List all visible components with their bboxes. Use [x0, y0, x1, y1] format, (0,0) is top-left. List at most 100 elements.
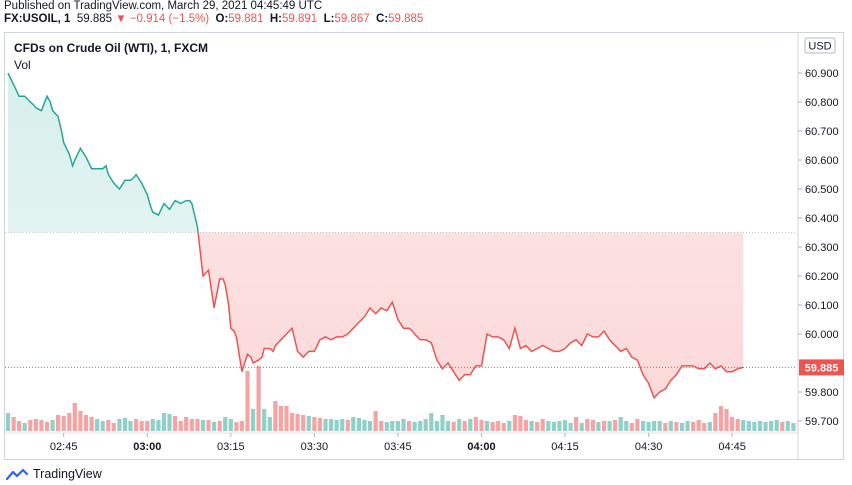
volume-bar — [785, 421, 790, 431]
volume-bar — [674, 422, 679, 431]
price-tick-label: 60.300 — [805, 242, 839, 254]
volume-bar — [652, 421, 657, 431]
volume-bar — [33, 419, 38, 431]
volume-bar — [841, 426, 845, 431]
volume-bar — [691, 422, 696, 431]
volume-bar — [484, 421, 490, 431]
volume-bar — [362, 420, 367, 431]
price-tick-label: 60.500 — [805, 184, 839, 196]
volume-bar — [769, 421, 774, 431]
volume-bar — [78, 411, 83, 431]
volume-bar — [340, 419, 345, 431]
volume-bar — [702, 423, 707, 431]
volume-bar — [128, 421, 133, 431]
volume-bar — [707, 422, 712, 431]
price-tick-label: 60.000 — [805, 329, 839, 341]
footer-brand[interactable]: TradingView — [6, 467, 102, 481]
volume-bar — [646, 422, 651, 431]
volume-bar — [206, 420, 211, 431]
volume-bar — [696, 420, 701, 431]
volume-bar — [590, 420, 595, 431]
volume-bar — [390, 421, 395, 431]
last-price-badge: 59.885 — [799, 359, 844, 376]
volume-bar — [763, 422, 768, 431]
tradingview-logo-icon — [6, 468, 28, 480]
volume-bar — [507, 421, 512, 431]
price-line-below-baseline — [197, 232, 744, 400]
volume-bar — [89, 417, 94, 431]
volume-bar — [217, 421, 222, 431]
volume-bar — [679, 423, 685, 431]
volume-bar — [95, 419, 100, 431]
price-tick-label: 60.600 — [805, 155, 839, 167]
volume-bar — [735, 419, 740, 431]
volume-bar — [613, 420, 618, 431]
volume-bar — [134, 419, 139, 431]
area-fill-above-baseline — [8, 73, 744, 233]
volume-bar — [468, 419, 473, 431]
volume-bar — [434, 421, 439, 431]
volume-bar — [256, 366, 261, 431]
volume-bar — [106, 420, 111, 431]
volume-bar — [44, 422, 50, 431]
volume-legend: Vol — [14, 58, 31, 72]
volume-bar — [111, 423, 116, 431]
volume-bar — [122, 418, 128, 431]
volume-bar — [17, 421, 22, 431]
volume-bar — [657, 421, 662, 431]
volume-bar — [379, 421, 384, 431]
volume-bar — [373, 411, 378, 431]
close-value: 59.885 — [388, 13, 424, 25]
volume-bar — [557, 421, 562, 431]
last-price-label: 59.885 — [805, 362, 839, 374]
time-tick-label: 02:45 — [50, 441, 78, 453]
volume-bar — [607, 421, 612, 431]
volume-bar — [22, 423, 27, 431]
time-axis[interactable]: 02:45 03:00 03:15 03:30 03:45 04:00 04:15 04:30… — [50, 433, 746, 453]
volume-bar — [251, 409, 256, 431]
volume-bar — [529, 421, 534, 431]
open-label: O: — [215, 13, 229, 25]
low-label: L: — [323, 13, 335, 25]
volume-bar — [618, 417, 623, 431]
chart-title: CFDs on Crude Oil (WTI), 1, FXCM — [14, 41, 208, 55]
volume-bar — [100, 421, 105, 431]
volume-bar — [290, 413, 295, 431]
volume-bar — [50, 420, 55, 431]
chart-frame[interactable] — [4, 32, 844, 460]
last-price: 59.885 — [76, 13, 113, 25]
volume-bar — [624, 421, 629, 431]
quote-line: FX:USOIL, 1 59.885 ▼ −0.914 (−1.5%) O:59… — [4, 13, 423, 25]
volume-bar — [67, 413, 72, 431]
volume-bar — [278, 406, 283, 431]
volume-bar — [161, 413, 167, 431]
high-value: 59.891 — [282, 13, 318, 25]
volume-bar — [640, 421, 646, 431]
volume-bar — [312, 417, 317, 431]
volume-bar — [28, 420, 33, 431]
price-axis[interactable]: 60.900 60.800 60.700 60.600 60.500 60.400 60.3… — [798, 68, 839, 428]
volume-bar — [501, 423, 506, 431]
volume-bar — [295, 414, 300, 431]
price-tick-label: 60.700 — [805, 126, 839, 138]
volume-bar — [262, 409, 267, 431]
volume-bar — [401, 419, 406, 431]
volume-bar — [445, 421, 451, 431]
price-tick-label: 60.400 — [805, 213, 839, 225]
volume-bar — [267, 417, 272, 431]
currency-label: USD — [808, 41, 831, 53]
price-tick-label: 59.800 — [805, 387, 839, 399]
time-tick-label: 03:30 — [301, 441, 329, 453]
volume-bar — [451, 422, 456, 431]
volume-bar — [429, 413, 434, 431]
currency-badge[interactable]: USD — [804, 37, 836, 54]
volume-bar — [629, 423, 634, 431]
volume-bar — [724, 409, 729, 431]
low-value: 59.867 — [334, 13, 370, 25]
symbol-label[interactable]: FX:USOIL, 1 — [4, 13, 71, 25]
volume-bar — [585, 419, 590, 431]
price-tick-label: 60.900 — [805, 68, 839, 80]
volume-bar — [579, 423, 584, 431]
volume-bar — [713, 413, 718, 431]
